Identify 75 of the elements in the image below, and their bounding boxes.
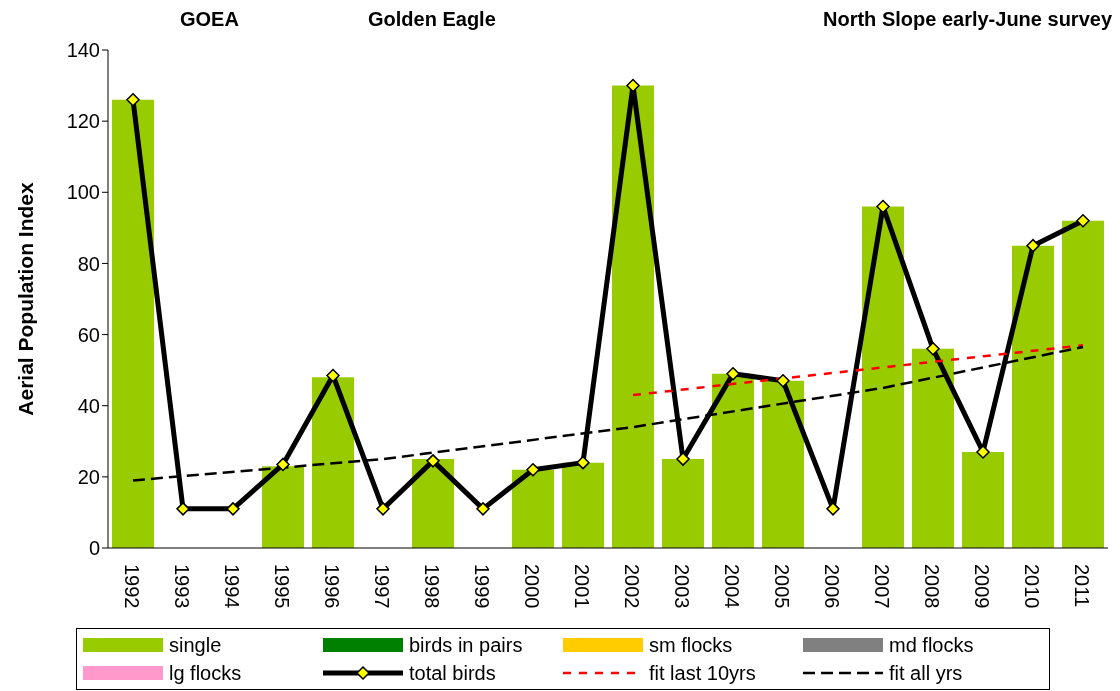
point (176, 502, 190, 516)
bar (512, 469, 554, 548)
point (776, 374, 790, 388)
x-tick-label: 2001 (571, 564, 593, 609)
x-tick-label: 2002 (621, 564, 643, 609)
bar (1012, 245, 1054, 548)
x-tick-label: 1999 (471, 564, 493, 609)
bar (412, 459, 454, 548)
point (126, 93, 140, 107)
point (726, 366, 740, 381)
y-axis-title: Aerial Population Index (14, 182, 38, 416)
x-tick-label: 2011 (1071, 564, 1093, 608)
x-tick-label: 2010 (1021, 564, 1043, 609)
bar (662, 459, 704, 548)
bar (612, 85, 654, 548)
x-tick-label: 1995 (271, 564, 293, 609)
bar (1062, 220, 1104, 548)
bar (762, 380, 804, 548)
y-tick-label: 60 (77, 323, 100, 346)
text: North Slope early-June survey (823, 8, 1112, 31)
x-tick-label: 2009 (971, 564, 993, 609)
bar (112, 99, 154, 548)
point (676, 452, 690, 466)
legend-label: lg flocks (169, 661, 242, 685)
point (1076, 213, 1090, 228)
point (876, 199, 890, 214)
point (376, 502, 390, 516)
legend-label: total birds (409, 661, 496, 685)
point (1026, 238, 1040, 253)
point (226, 502, 240, 516)
x-tick-label: 1994 (221, 564, 243, 609)
point (826, 502, 840, 516)
y-tick-label: 80 (77, 252, 100, 275)
point (426, 454, 440, 468)
point (476, 502, 490, 516)
y-tick-label: 100 (66, 181, 100, 204)
legend-label: md flocks (889, 633, 974, 657)
x-tick-label: 1997 (371, 564, 393, 609)
point (976, 445, 990, 459)
x-tick-label: 2003 (671, 564, 693, 609)
x-tick-label: 1993 (171, 564, 193, 609)
point (526, 462, 540, 477)
point (926, 342, 940, 356)
chart-title: GOEA (180, 8, 239, 31)
bar (262, 466, 304, 548)
legend-label: birds in pairs (409, 633, 523, 657)
x-tick-label: 2005 (771, 564, 793, 609)
y-tick-label: 40 (77, 394, 100, 417)
y-tick-label: 140 (66, 39, 100, 62)
legend-label: sm flocks (649, 633, 733, 657)
chart-subtitle: Golden Eagle (368, 8, 496, 31)
y-tick-label: 20 (77, 465, 100, 488)
x-tick-label: 2004 (721, 564, 743, 609)
x-tick-label: 1992 (121, 564, 143, 609)
point (276, 457, 290, 472)
y-tick-label: 0 (88, 537, 100, 560)
x-tick-label: 1996 (321, 564, 343, 609)
x-tick-label: 2008 (921, 564, 943, 609)
bar (312, 377, 354, 548)
bar (562, 462, 604, 548)
bar (862, 206, 904, 548)
x-tick-label: 1998 (421, 564, 443, 609)
x-tick-label: 2007 (871, 564, 893, 609)
bar (712, 373, 754, 548)
x-tick-label: 2006 (821, 564, 843, 609)
y-tick-label: 120 (66, 110, 100, 133)
bar (962, 451, 1004, 548)
point (326, 368, 340, 383)
bar (912, 348, 954, 548)
legend-label: fit last 10yrs (649, 661, 756, 685)
point (576, 455, 590, 470)
x-tick-label: 2000 (521, 564, 543, 609)
point (626, 78, 640, 93)
legend-label: fit all yrs (889, 661, 963, 685)
legend-label: single (169, 633, 222, 657)
